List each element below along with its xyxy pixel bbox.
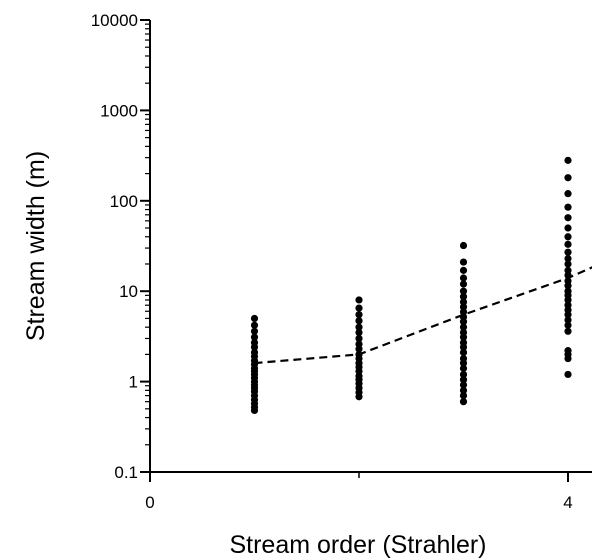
data-point <box>250 406 259 415</box>
data-point <box>459 303 468 311</box>
data-point <box>355 323 363 331</box>
data-point <box>355 328 363 337</box>
data-point <box>459 293 468 301</box>
data-point <box>459 359 468 367</box>
median-dashed-line <box>254 266 592 365</box>
y-tick-label: 1000 <box>100 101 138 120</box>
data-point <box>564 282 572 290</box>
data-point <box>459 323 468 331</box>
data-point <box>459 381 468 389</box>
data-point <box>459 318 468 326</box>
data-point <box>459 274 468 282</box>
data-point <box>564 254 572 263</box>
data-point <box>459 241 468 250</box>
data-point <box>459 343 468 351</box>
y-tick-label: 1 <box>129 373 138 392</box>
data-point <box>564 316 572 324</box>
data-point <box>459 258 468 266</box>
data-point <box>564 174 572 182</box>
data-point <box>355 345 363 353</box>
x-tick-label: 0 <box>145 493 154 512</box>
data-point <box>459 398 468 406</box>
data-point <box>564 224 572 232</box>
data-point <box>250 343 259 351</box>
data-point <box>459 370 468 379</box>
data-point <box>564 370 572 379</box>
data-point <box>459 308 468 316</box>
data-point <box>355 393 363 401</box>
x-tick-label: 4 <box>563 493 572 512</box>
data-point <box>355 334 363 343</box>
data-point <box>355 311 363 319</box>
data-point <box>459 287 468 295</box>
data-point <box>459 333 468 341</box>
data-marks <box>250 156 592 415</box>
data-point <box>564 296 572 304</box>
data-point <box>564 260 572 268</box>
data-point <box>459 386 468 394</box>
data-point <box>564 214 572 222</box>
data-point <box>564 203 572 211</box>
data-point <box>564 156 572 164</box>
axes: 0.111010010001000004812 <box>91 11 592 512</box>
y-tick-label: 10000 <box>91 11 138 30</box>
data-point <box>355 304 363 312</box>
data-point <box>250 327 259 335</box>
data-point <box>564 233 572 241</box>
data-point <box>564 190 572 198</box>
data-point <box>459 392 468 400</box>
data-point <box>250 321 259 329</box>
data-point <box>564 248 572 256</box>
data-point <box>459 348 468 357</box>
data-point <box>250 314 259 323</box>
data-point <box>459 266 468 274</box>
data-point <box>355 317 363 325</box>
data-point <box>459 364 468 372</box>
data-point <box>564 240 572 248</box>
y-axis-title: Stream width (m) <box>22 151 50 341</box>
y-tick-label: 100 <box>110 192 138 211</box>
data-point <box>250 333 259 341</box>
data-point <box>564 321 572 329</box>
data-point <box>564 327 572 335</box>
y-tick-label: 10 <box>119 282 138 301</box>
data-point <box>459 298 468 306</box>
data-point <box>355 296 363 304</box>
data-point <box>459 280 468 288</box>
y-tick-label: 0.1 <box>114 463 138 482</box>
data-point <box>564 354 572 363</box>
x-axis-title: Stream order (Strahler) <box>229 531 486 558</box>
data-point <box>459 376 468 384</box>
data-point <box>564 311 572 319</box>
